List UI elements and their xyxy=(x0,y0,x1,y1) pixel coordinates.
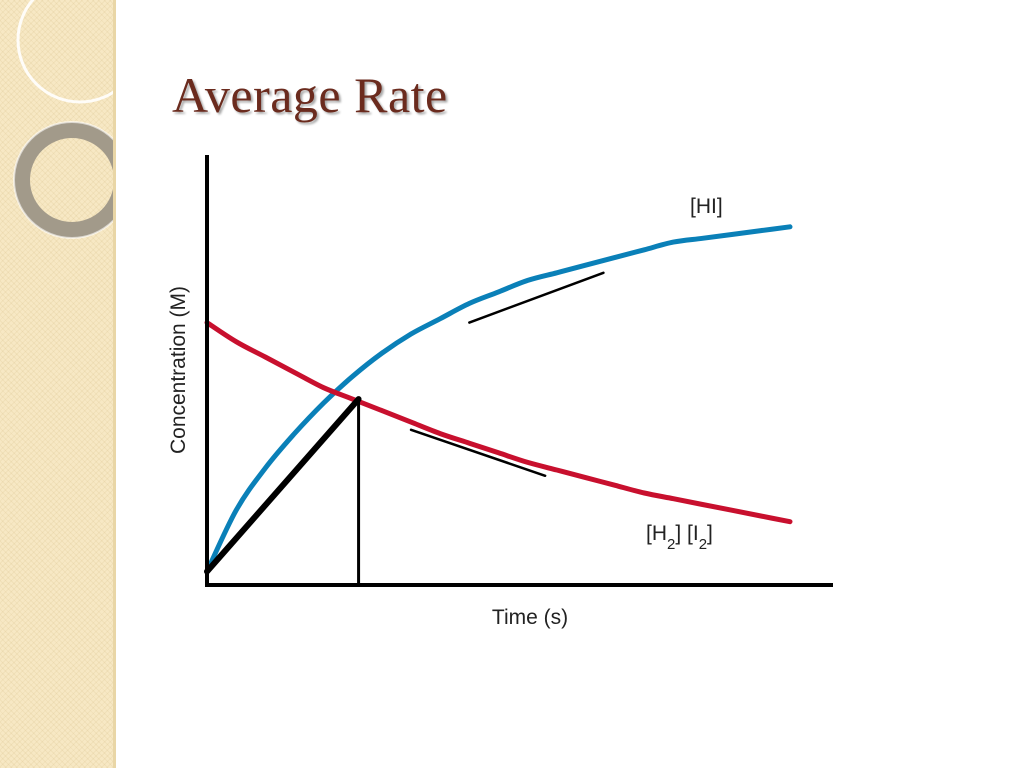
decorative-side-band xyxy=(0,0,116,768)
series-label-h2-i2: [H2] [I2] xyxy=(646,522,713,553)
y-axis-label: Concentration (M) xyxy=(167,286,190,454)
average-rate-secant-line xyxy=(204,396,362,575)
series-line-hi xyxy=(204,224,793,574)
chart-curves xyxy=(204,224,793,574)
series-line-h2-i2 xyxy=(204,320,793,525)
chart-annotations xyxy=(204,271,605,585)
series-label-hi: [HI] xyxy=(690,195,723,218)
tangent-line-2 xyxy=(468,271,605,324)
tangent-line-3 xyxy=(409,428,547,478)
x-axis-label: Time (s) xyxy=(492,606,568,629)
decorative-rings xyxy=(13,0,113,239)
slide-title: Average Rate xyxy=(172,67,448,123)
